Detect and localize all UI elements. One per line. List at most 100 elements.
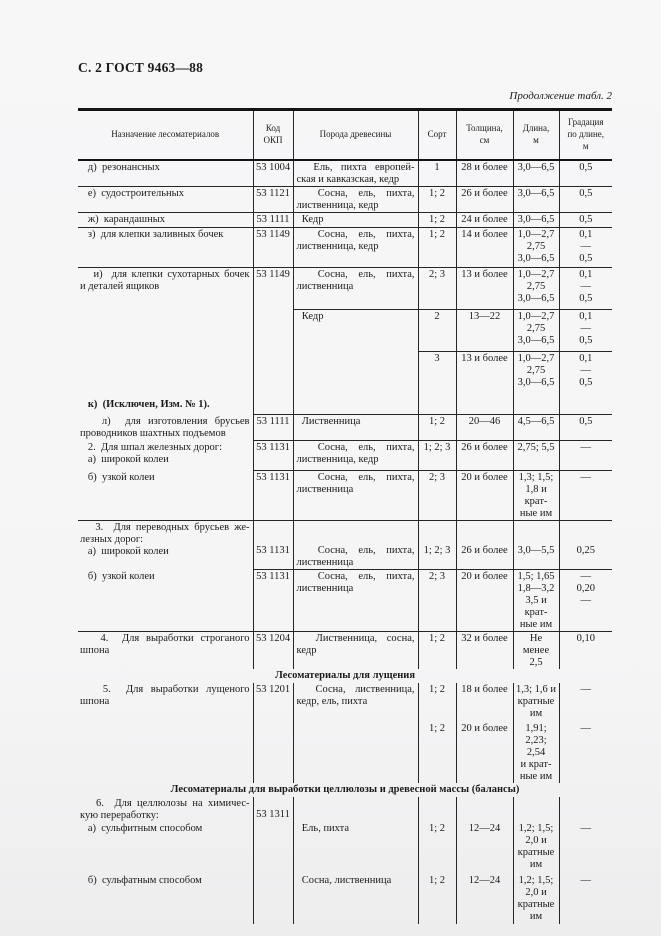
table-cell: 0,5 (558, 160, 612, 187)
table-cell: 1,3; 1,5; 1,8 и крат-ные им (512, 470, 559, 521)
table-cell: Ель, пихта европей-ская и кавказская, ке… (292, 160, 418, 187)
table-cell: 1,5; 1,65 1,8—3,2 3,5 и крат-ные им (512, 569, 559, 632)
column-header: Градация по длине, м (558, 109, 612, 161)
table-cell: Лиственница (292, 414, 418, 441)
table-cell: л) для изготовления брусьев проводников ш… (80, 415, 250, 439)
table-cell: Кедр (292, 212, 418, 228)
table-cell: 13 и более (455, 267, 513, 310)
table-cell: з) для клепки заливных бочек (78, 227, 253, 268)
table-body: Назначение лесоматериалов Код ОКП Порода др… (78, 109, 612, 924)
table-cell: б) узкой колеи (80, 570, 155, 582)
table-cell: 3. Для переводных брусьев же-лезных доро… (78, 520, 253, 570)
table-cell: б) сульфатным способом (80, 875, 202, 886)
table-cell: Лиственница, сосна, кедр (292, 631, 418, 669)
table-cell: 18 и более (455, 683, 513, 721)
table-row: б) узкой колеи 53 1131 Сосна, ель, пихта,… (78, 569, 612, 632)
table-cell: 0,25 (558, 520, 612, 570)
table-cell: 0,1—0,5 (558, 267, 612, 310)
table-cell: 1; 2 (417, 186, 456, 213)
table-row: д) резонансных 53 1004 Ель, пихта европей… (78, 160, 612, 187)
table-cell: 12—24 (455, 822, 513, 874)
table-cell: 53 1111 (252, 414, 293, 441)
table-cell: 1,0—2,7 2,75 3,0—6,5 (512, 351, 559, 398)
table-cell: 53 1201 (252, 683, 293, 783)
table-cell: 53 1131 (252, 520, 293, 570)
column-header: Длина, м (512, 109, 559, 161)
table-cell: 1,3; 1,6 и кратные им (512, 683, 559, 721)
table-cell: 2,75; 5,5 (512, 440, 559, 471)
table-cell: 2 (417, 309, 456, 352)
table-cell: 1; 2 (417, 822, 456, 874)
table-row: 3 13 и более 1,0—2,7 2,75 3,0—6,5 0,1—0,5 (78, 351, 612, 398)
table-cell (252, 397, 293, 415)
table-cell: — (558, 470, 612, 521)
table-row: 1; 2 20 и более 1,91; 2,23; 2,54 и крат-ные … (78, 721, 612, 783)
table-cell: — (558, 721, 612, 783)
table-cell: — (558, 822, 612, 874)
table-cell: 0,1—0,5 (558, 309, 612, 352)
column-header: Толщина, см (455, 109, 513, 161)
table-cell (252, 822, 293, 874)
table-cell (252, 874, 293, 924)
table-cell: 0,5 (558, 212, 612, 228)
table-cell: Сосна, ель, пихта, лиственница, кедр (292, 227, 418, 268)
table-cell (558, 397, 612, 415)
table-row: з) для клепки заливных бочек 53 1149 Сосн… (78, 227, 612, 268)
table-cell: 53 1004 (252, 160, 293, 187)
table-cell: д) резонансных (80, 162, 160, 173)
table-cell: 13—22 (455, 309, 513, 352)
table-cell: 1; 2; 3 (417, 440, 456, 471)
table-cell: 1; 2 (417, 212, 456, 228)
table-cell: ж) карандашных (78, 212, 253, 228)
table-cell (512, 797, 559, 822)
table-cell: 20 и более (455, 721, 513, 783)
column-header: Порода древесины (292, 109, 418, 161)
table-cell: 1; 2 (417, 683, 456, 721)
table-cell (558, 797, 612, 822)
table-cell: 53 1204 (252, 631, 293, 669)
table-cell (292, 397, 418, 415)
table-cell: 12—24 (455, 874, 513, 924)
table-cell: 4,5—6,5 (512, 414, 559, 441)
table-cell: 53 1311 (252, 797, 293, 822)
table-cell: 0,5 (558, 186, 612, 213)
table-cell: 1,2; 1,5; 2,0 и кратные им (512, 822, 559, 874)
table-cell: 53 1149 (252, 267, 293, 398)
table-cell: Сосна, лиственница, кедр, ель, пихта (292, 683, 418, 783)
table-row: а) сульфитным способом Ель, пихта 1; 2 12—… (78, 822, 612, 874)
table-cell (292, 797, 418, 822)
table-row: 6. Для целлюлозы на химичес-кую перерабо… (78, 797, 612, 822)
table-cell: 53 1121 (252, 186, 293, 213)
table-cell: б) узкой колеи (80, 471, 155, 483)
table-cell: Сосна, ель, пихта, лиственница (292, 520, 418, 570)
table-cell: 53 1131 (252, 440, 293, 471)
document-table: Назначение лесоматериалов Код ОКП Порода др… (78, 108, 612, 924)
table-row: 2. Для шпал железных дорог: а) широкой к… (78, 440, 612, 471)
table-caption: Продолжение табл. 2 (509, 90, 612, 102)
table-cell: 53 1111 (252, 212, 293, 228)
table-cell: 13 и более (455, 351, 513, 398)
table-cell: 1; 2 (417, 227, 456, 268)
table-cell: 26 и более (455, 520, 513, 570)
table-cell: — (558, 874, 612, 924)
table-cell: 2; 3 (417, 267, 456, 310)
table-cell: 14 и более (455, 227, 513, 268)
table-cell: 0,1—0,5 (558, 227, 612, 268)
table-cell: Сосна, ель, пихта, лиственница, кедр (292, 440, 418, 471)
table-row: к) (Исключен, Изм. № 1). (78, 397, 612, 415)
table-cell: 3,0—6,5 (512, 186, 559, 213)
table-cell: 1,0—2,7 2,75 3,0—6,5 (512, 227, 559, 268)
table-cell: 32 и более (455, 631, 513, 669)
table-cell: к) (Исключен, Изм. № 1). (80, 398, 210, 410)
table-cell: Сосна, ель, пихта, лиственница, кедр (292, 186, 418, 213)
table-cell: 1; 2 (417, 631, 456, 669)
table-row: б) узкой колеи 53 1131 Сосна, ель, пихта,… (78, 470, 612, 521)
section-heading-cell: Лесоматериалы для выработки целлюлозы и … (170, 784, 520, 795)
table-cell: Не менее 2,5 (512, 631, 559, 669)
table-row: л) для изготовления брусьев проводников ш… (78, 414, 612, 441)
table-cell: 0,5 (558, 414, 612, 441)
table-row: Кедр 2 13—22 1,0—2,7 2,75 3,0—6,5 0,1—0,5 (78, 309, 612, 398)
table-cell: 20 и более (455, 569, 513, 632)
table-row: Лесоматериалы для лущения (78, 669, 612, 683)
